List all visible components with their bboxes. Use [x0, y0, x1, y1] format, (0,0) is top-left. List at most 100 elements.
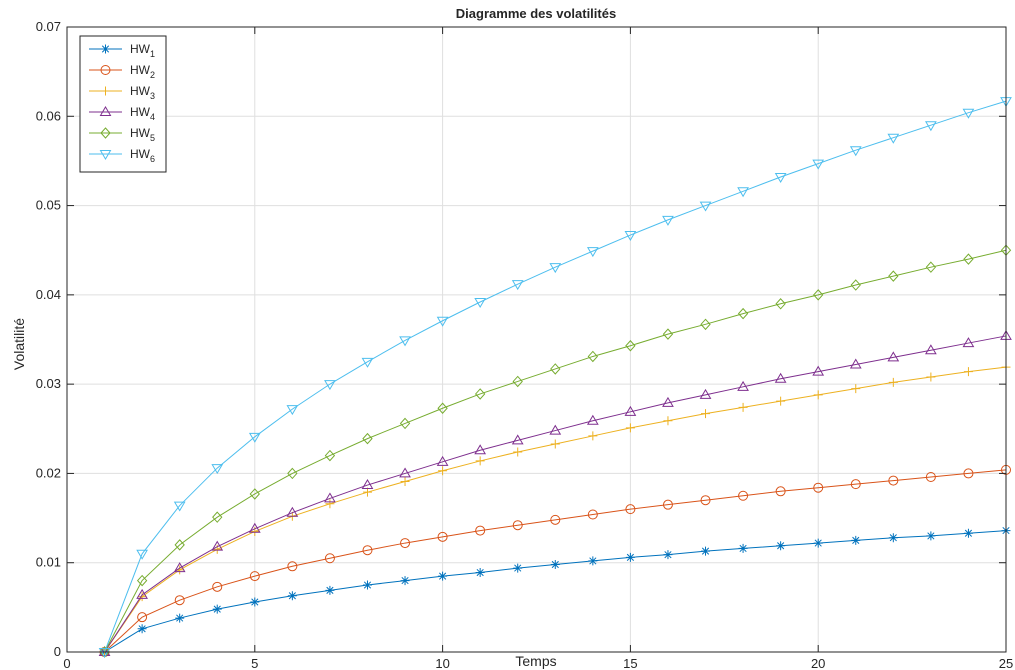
- data-point-marker: [624, 405, 637, 416]
- y-tick-label: 0.07: [36, 19, 61, 34]
- legend-label-main: HW: [130, 84, 151, 98]
- data-point-marker: [137, 624, 147, 634]
- data-point-marker: [963, 468, 974, 479]
- data-point-marker: [699, 201, 712, 212]
- data-point-marker: [212, 604, 222, 614]
- data-point-marker: [324, 553, 335, 564]
- data-point-marker: [774, 173, 787, 183]
- data-point-marker: [776, 396, 786, 406]
- data-point-marker: [701, 546, 711, 556]
- data-point-marker: [511, 280, 524, 291]
- data-point-marker: [926, 372, 936, 382]
- data-point-marker: [662, 499, 673, 510]
- legend-label: HW6: [130, 147, 155, 164]
- data-point-marker: [136, 574, 148, 587]
- data-point-marker: [137, 592, 147, 602]
- data-point-marker: [888, 377, 898, 387]
- legend-label: HW5: [130, 126, 155, 143]
- data-point-marker: [662, 328, 674, 340]
- data-point-marker: [475, 568, 485, 578]
- data-point-marker: [361, 357, 374, 368]
- series-hw4: [98, 329, 1012, 656]
- legend-item-hw4: HW4: [89, 105, 155, 122]
- data-point-marker: [174, 539, 185, 551]
- data-point-marker: [625, 340, 636, 352]
- data-point-marker: [474, 388, 486, 400]
- data-point-marker: [212, 511, 223, 523]
- legend-item-hw3: HW3: [89, 84, 155, 101]
- data-point-marker: [776, 541, 786, 551]
- series-hw6: [98, 97, 1012, 658]
- data-point-marker: [400, 576, 410, 586]
- data-point-marker: [662, 215, 674, 226]
- legend-label-subscript: 3: [150, 91, 155, 101]
- data-point-marker: [286, 405, 299, 416]
- series-hw2: [99, 464, 1011, 657]
- data-point-marker: [850, 279, 861, 291]
- legend-label-subscript: 5: [150, 133, 155, 143]
- data-point-marker: [248, 522, 261, 533]
- series-line: [104, 100, 1007, 653]
- x-tick-label: 15: [623, 656, 637, 670]
- data-point-marker: [701, 409, 711, 419]
- data-point-marker: [775, 486, 786, 497]
- data-point-marker: [436, 316, 449, 327]
- data-point-marker: [849, 146, 862, 157]
- x-tick-label: 0: [63, 656, 70, 670]
- legend-swatch-marker: [100, 65, 111, 75]
- data-point-marker: [963, 253, 974, 265]
- legend-swatch-marker: [101, 44, 110, 54]
- data-point-marker: [438, 571, 448, 581]
- data-point-marker: [362, 432, 373, 445]
- data-point-marker: [287, 561, 298, 572]
- series-line: [104, 469, 1007, 653]
- data-point-marker: [926, 531, 936, 541]
- y-tick-label: 0.03: [36, 376, 61, 391]
- data-point-marker: [925, 472, 936, 482]
- data-point-marker: [400, 476, 410, 486]
- data-point-marker: [700, 318, 711, 331]
- x-tick-label: 25: [999, 656, 1013, 670]
- data-point-marker: [888, 475, 899, 486]
- data-point-marker: [586, 247, 599, 258]
- data-point-marker: [663, 550, 673, 560]
- data-point-marker: [887, 351, 900, 362]
- data-point-marker: [888, 533, 898, 543]
- data-point-marker: [324, 380, 336, 391]
- data-point-marker: [361, 479, 374, 490]
- data-point-marker: [813, 289, 824, 301]
- data-point-marker: [474, 298, 487, 308]
- data-point-marker: [362, 487, 372, 497]
- data-point-marker: [812, 365, 825, 376]
- data-point-marker: [962, 337, 975, 348]
- y-tick-label: 0.04: [36, 287, 61, 302]
- data-point-marker: [98, 646, 111, 656]
- data-point-marker: [813, 390, 823, 400]
- data-point-marker: [324, 492, 336, 503]
- data-point-marker: [925, 344, 937, 355]
- data-point-marker: [699, 388, 712, 399]
- series-hw3: [100, 362, 1011, 657]
- y-tick-label: 0.02: [36, 465, 61, 480]
- data-point-marker: [550, 514, 561, 525]
- legend-label-main: HW: [130, 147, 151, 161]
- data-point-marker: [98, 648, 111, 658]
- data-point-marker: [513, 563, 523, 573]
- legend-label: HW4: [130, 105, 155, 122]
- data-point-marker: [136, 549, 148, 560]
- y-axis-label: Volatilité: [11, 318, 27, 370]
- data-point-marker: [362, 580, 372, 590]
- data-point-marker: [513, 447, 523, 457]
- data-point-marker: [248, 432, 261, 443]
- data-point-marker: [925, 261, 937, 273]
- data-point-marker: [287, 467, 298, 480]
- data-point-marker: [851, 384, 861, 394]
- data-point-marker: [925, 121, 937, 132]
- data-point-marker: [475, 456, 485, 466]
- data-point-marker: [888, 270, 899, 282]
- data-point-marker: [399, 417, 411, 430]
- data-point-marker: [550, 560, 560, 569]
- data-point-marker: [286, 506, 299, 517]
- data-point-marker: [813, 482, 824, 493]
- data-point-marker: [587, 509, 598, 520]
